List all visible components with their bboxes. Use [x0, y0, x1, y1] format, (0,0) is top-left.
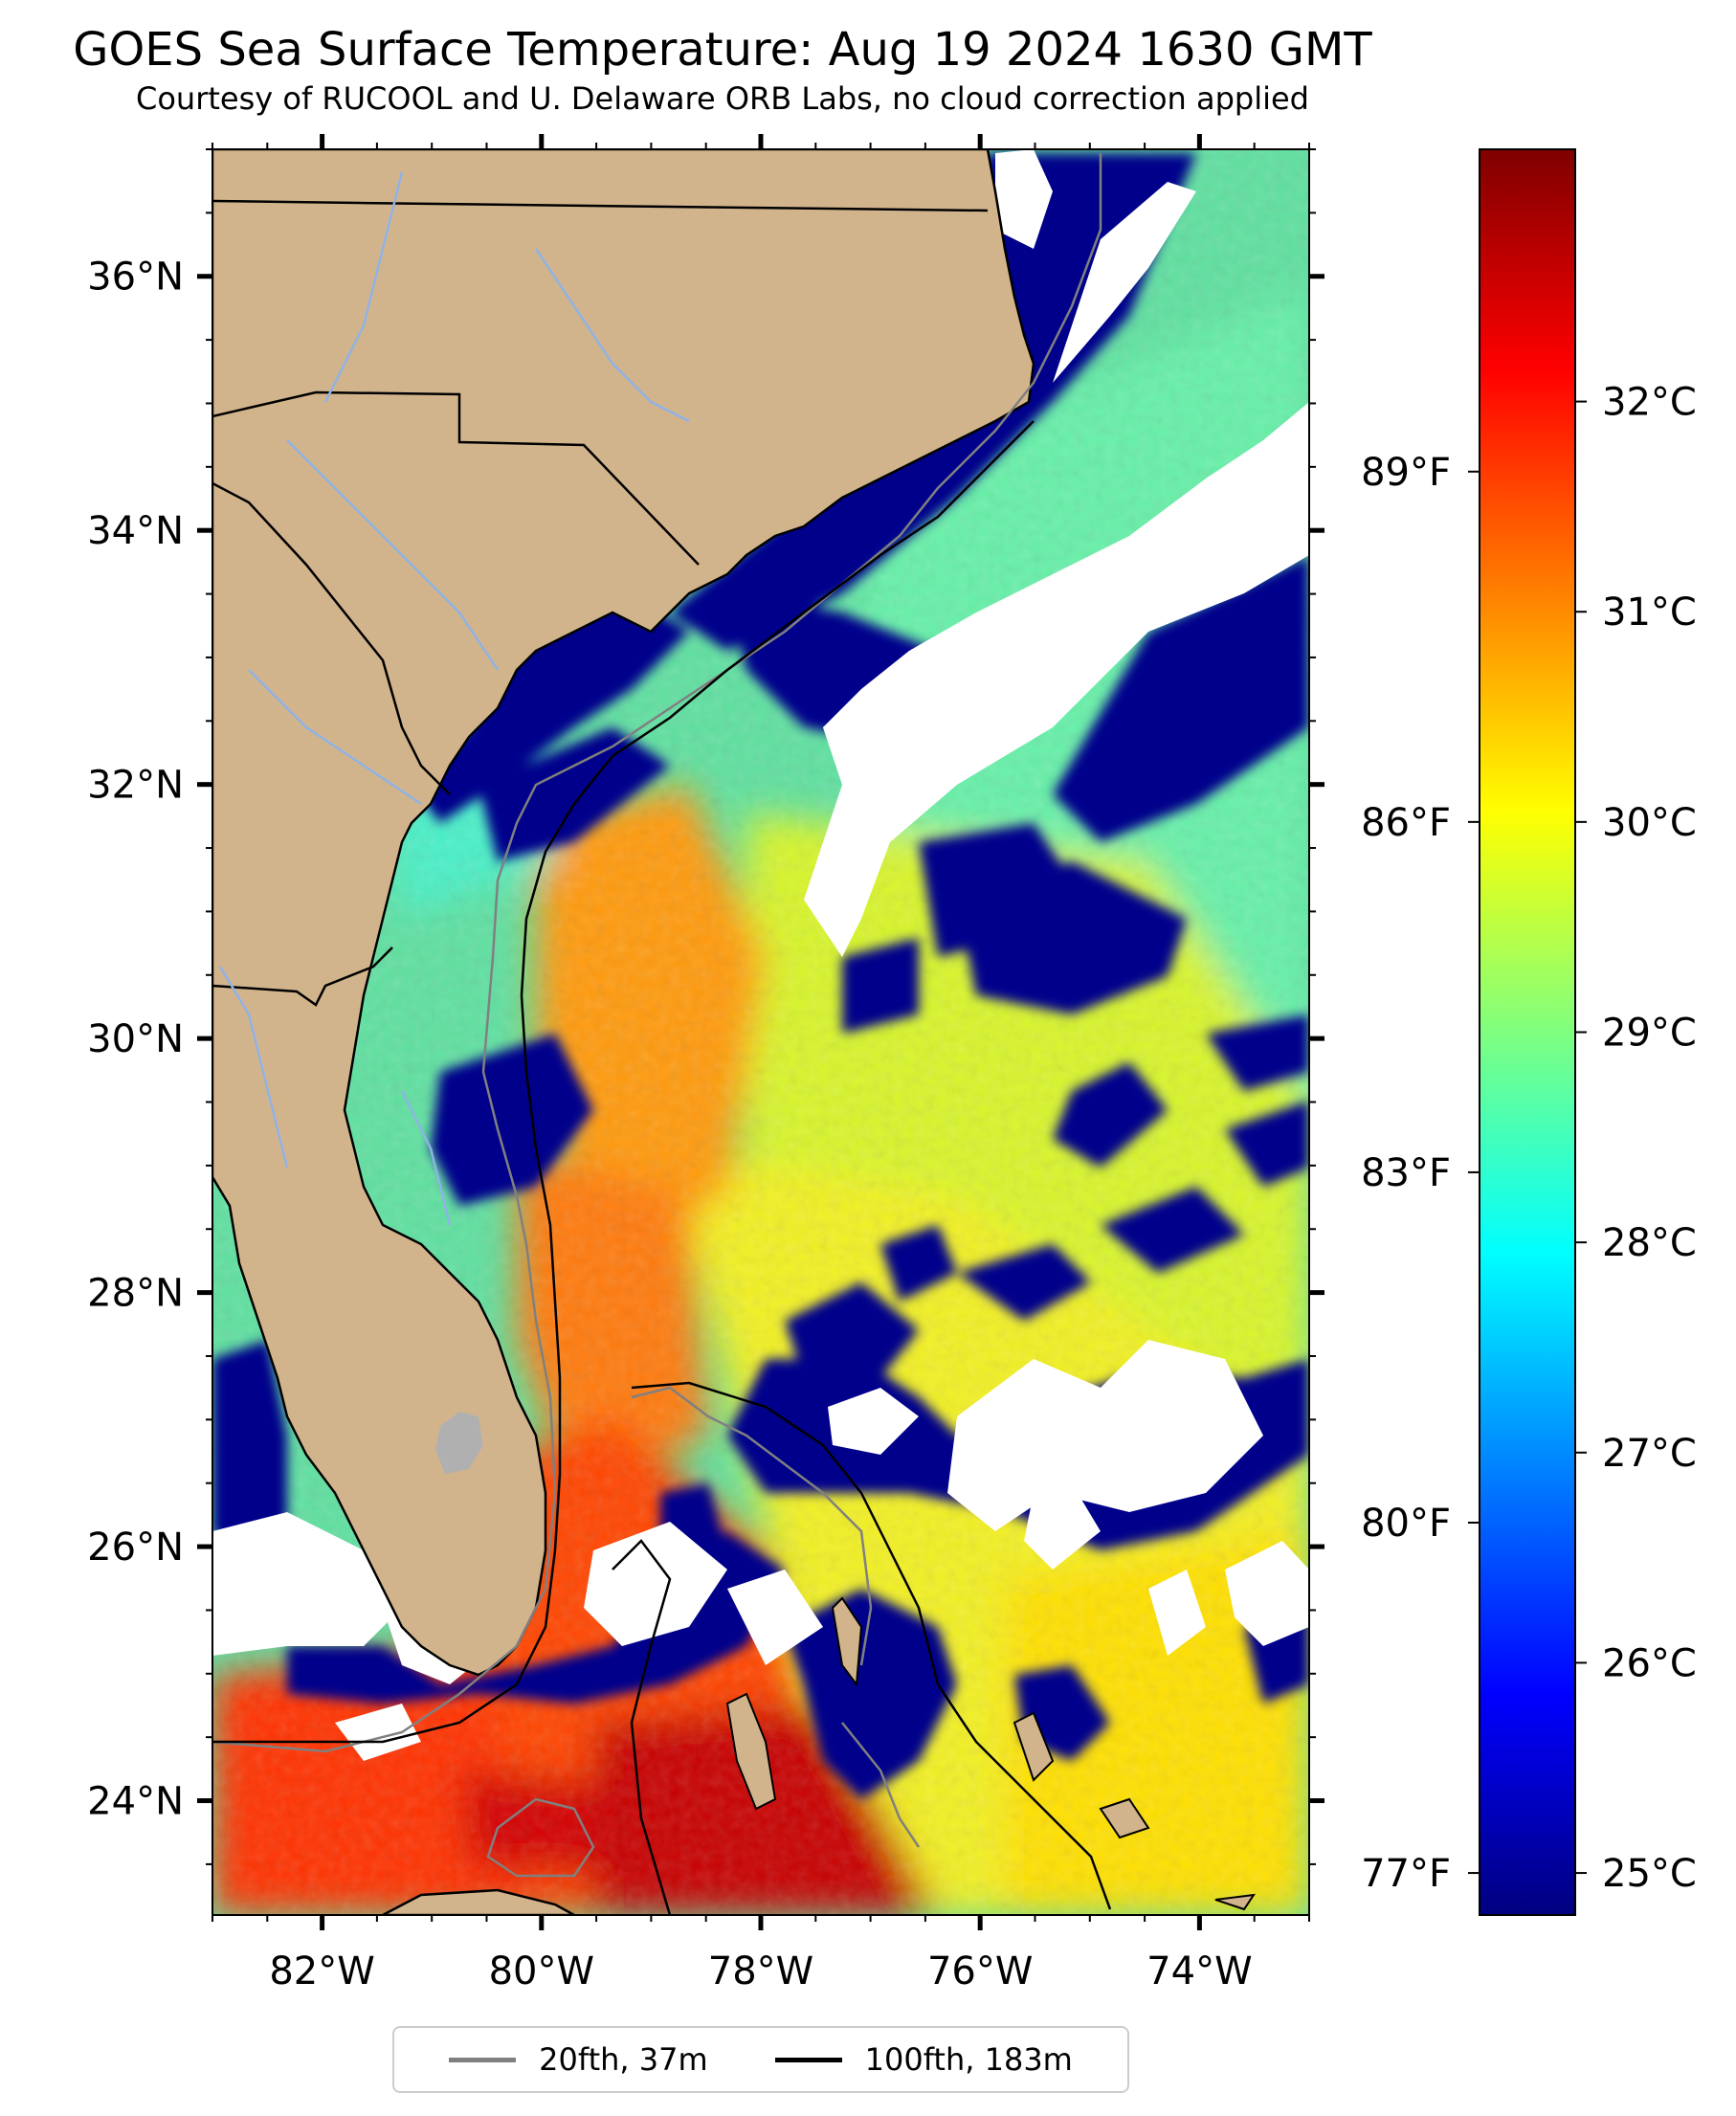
legend-item-100fth: 100fth, 183m: [774, 2041, 1073, 2078]
celsius-tick-label: 27°C: [1602, 1432, 1697, 1476]
fahrenheit-tick-label: 77°F: [1361, 1852, 1451, 1896]
isobath-100fth: [212, 420, 1112, 1915]
legend-swatch-black: [774, 2057, 842, 2062]
lon-tick-label: 76°W: [927, 1949, 1033, 1993]
legend-label-100fth: 100fth, 183m: [864, 2041, 1073, 2078]
chart-title: GOES Sea Surface Temperature: Aug 19 202…: [73, 23, 1372, 77]
celsius-tick-label: 26°C: [1602, 1641, 1697, 1685]
celsius-tick-label: 32°C: [1602, 381, 1697, 425]
fahrenheit-tick-label: 89°F: [1361, 451, 1451, 495]
lake-okeechobee: [435, 1412, 483, 1474]
isobath-20fth: [212, 153, 1102, 1878]
lat-tick-label: 36°N: [87, 256, 184, 300]
legend-item-20fth: 20fth, 37m: [449, 2041, 708, 2078]
lat-tick-label: 28°N: [87, 1272, 184, 1316]
rivers: [218, 171, 690, 1226]
celsius-tick-label: 30°C: [1602, 801, 1697, 845]
lat-tick-label: 32°N: [87, 764, 184, 808]
legend-swatch-gray: [449, 2057, 517, 2062]
legend-label-20fth: 20fth, 37m: [539, 2041, 708, 2078]
map-axes: 82°W 80°W 78°W 76°W 74°W 24°N 26°N 28°N 30°N 32°N…: [87, 134, 1324, 1993]
celsius-tick-label: 25°C: [1602, 1852, 1697, 1896]
colorbar: 25°C 26°C 27°C 28°C 29°C 30°C 31°C 32°C 77°F 80°F…: [1361, 148, 1697, 1916]
state-borders: [212, 199, 989, 1007]
map-area: [212, 149, 1309, 1915]
celsius-tick-label: 28°C: [1602, 1221, 1697, 1265]
us-landmass: [212, 149, 1035, 1677]
lon-tick-label: 80°W: [489, 1949, 594, 1993]
chart-subtitle: Courtesy of RUCOOL and U. Delaware ORB L…: [136, 80, 1309, 117]
fahrenheit-tick-label: 83°F: [1361, 1151, 1451, 1195]
celsius-tick-label: 31°C: [1602, 590, 1697, 635]
fahrenheit-tick-label: 86°F: [1361, 801, 1451, 845]
lon-tick-label: 78°W: [708, 1949, 813, 1993]
lat-tick-label: 26°N: [87, 1526, 184, 1570]
colorbar-gradient: [1479, 148, 1576, 1916]
fahrenheit-tick-label: 80°F: [1361, 1502, 1451, 1546]
lat-tick-label: 30°N: [87, 1017, 184, 1061]
lon-tick-label: 74°W: [1146, 1949, 1252, 1993]
lon-tick-label: 82°W: [269, 1949, 374, 1993]
lat-tick-label: 34°N: [87, 509, 184, 553]
celsius-tick-label: 29°C: [1602, 1012, 1697, 1056]
legend: 20fth, 37m 100fth, 183m: [392, 2026, 1129, 2093]
lat-tick-label: 24°N: [87, 1780, 184, 1824]
